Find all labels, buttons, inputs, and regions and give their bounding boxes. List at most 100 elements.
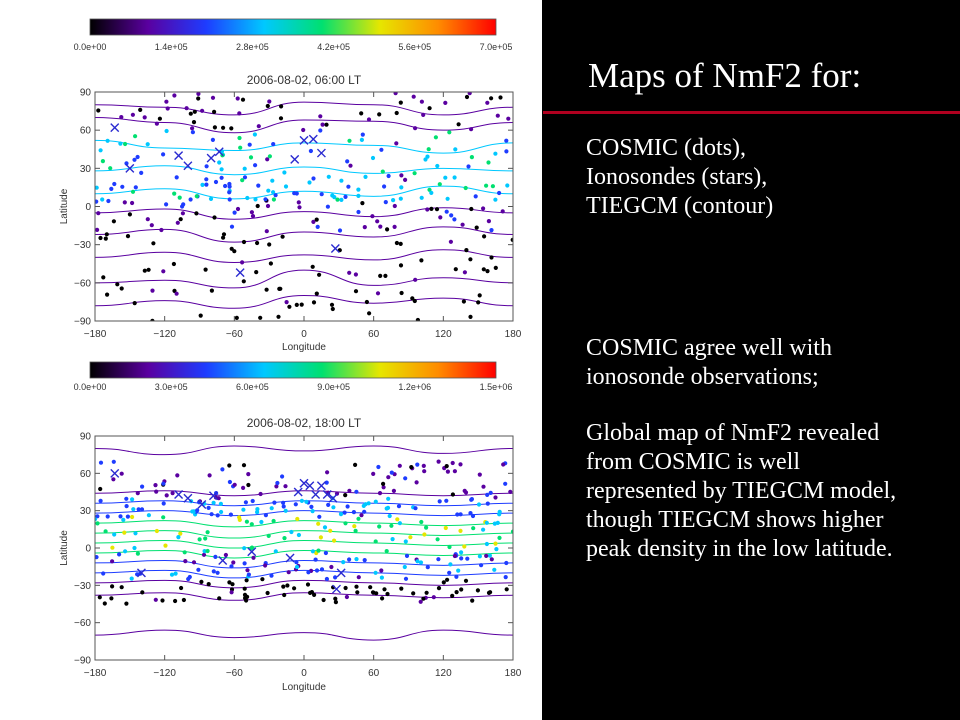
tiegcm-contour bbox=[95, 629, 513, 641]
ionosonde-star bbox=[247, 547, 257, 557]
cosmic-dot bbox=[130, 189, 136, 194]
cosmic-dot bbox=[413, 126, 418, 131]
cosmic-dot bbox=[322, 525, 328, 530]
cosmic-dot bbox=[385, 227, 390, 232]
cosmic-dot bbox=[398, 241, 403, 246]
cosmic-dot bbox=[229, 126, 234, 131]
cosmic-dot bbox=[399, 586, 404, 591]
cosmic-dot bbox=[241, 463, 247, 468]
cosmic-dot bbox=[321, 597, 326, 603]
cosmic-dot bbox=[249, 522, 254, 527]
cosmic-dot bbox=[450, 492, 455, 497]
cosmic-dot bbox=[391, 488, 396, 493]
cosmic-dot bbox=[132, 301, 137, 306]
cosmic-dot bbox=[445, 577, 450, 582]
cosmic-dot bbox=[437, 499, 442, 504]
cosmic-dot bbox=[95, 514, 100, 519]
cosmic-dot bbox=[402, 564, 407, 570]
cosmic-dot bbox=[328, 528, 333, 533]
cosmic-dot bbox=[485, 501, 490, 506]
cosmic-dot bbox=[145, 142, 150, 147]
cosmic-dot bbox=[205, 530, 210, 535]
tiegcm-contour bbox=[95, 445, 513, 456]
cosmic-dot bbox=[297, 205, 302, 210]
cosmic-dot bbox=[356, 575, 361, 580]
cosmic-dot bbox=[164, 128, 169, 134]
cosmic-dot bbox=[123, 549, 128, 554]
colorbar-1 bbox=[89, 18, 497, 36]
cosmic-dot bbox=[431, 595, 436, 600]
cosmic-dot bbox=[359, 111, 364, 116]
cosmic-dot bbox=[98, 235, 103, 241]
cosmic-dot bbox=[353, 528, 358, 534]
cosmic-dot bbox=[230, 582, 235, 587]
tiegcm-contour bbox=[95, 500, 513, 507]
cosmic-dot bbox=[105, 138, 110, 143]
ionosonde-star bbox=[125, 163, 135, 173]
cosmic-dot bbox=[320, 122, 325, 127]
cosmic-dot bbox=[240, 178, 245, 183]
cosmic-dot bbox=[378, 224, 383, 229]
cosmic-dot bbox=[323, 550, 328, 556]
cosmic-dot bbox=[470, 513, 476, 519]
cosmic-dot bbox=[461, 299, 466, 304]
cosmic-dot bbox=[130, 200, 135, 206]
cosmic-dot bbox=[273, 549, 278, 554]
cosmic-dot bbox=[360, 201, 365, 206]
cosmic-dot bbox=[171, 261, 176, 267]
cosmic-dot bbox=[348, 163, 353, 168]
cosmic-dot bbox=[281, 504, 286, 509]
cosmic-dot bbox=[256, 124, 261, 129]
cosmic-dot bbox=[409, 465, 414, 470]
cosmic-dot bbox=[481, 206, 486, 211]
cosmic-dot bbox=[205, 548, 210, 554]
cosmic-dot bbox=[154, 528, 159, 534]
cosmic-dot bbox=[256, 183, 261, 188]
cosmic-dot bbox=[200, 182, 205, 187]
cosmic-dot bbox=[275, 480, 280, 486]
cosmic-dot bbox=[313, 557, 318, 562]
cosmic-dot bbox=[112, 532, 117, 537]
cosmic-dot bbox=[150, 288, 155, 293]
cosmic-dot bbox=[468, 510, 473, 516]
cosmic-dot bbox=[370, 214, 375, 219]
slide-title: Maps of NmF2 for: bbox=[588, 56, 862, 95]
cosmic-dot bbox=[246, 572, 251, 577]
cosmic-dot bbox=[208, 196, 214, 201]
cosmic-dot bbox=[477, 472, 482, 477]
cosmic-dot bbox=[191, 560, 197, 565]
cosmic-dot bbox=[510, 237, 513, 242]
cosmic-dot bbox=[503, 575, 508, 580]
cosmic-dot bbox=[415, 462, 420, 467]
cosmic-dot bbox=[450, 460, 455, 466]
colorbar-tick-label: 1.2e+06 bbox=[398, 382, 431, 392]
cosmic-dot bbox=[393, 92, 398, 96]
cosmic-dot bbox=[413, 277, 418, 282]
cosmic-dot bbox=[319, 192, 324, 197]
figure-panel bbox=[0, 0, 542, 720]
cosmic-dot bbox=[227, 479, 232, 485]
cosmic-dot bbox=[178, 531, 183, 536]
cosmic-dot bbox=[415, 317, 420, 321]
ionosonde-star-stroke bbox=[174, 151, 184, 161]
ionosonde-star bbox=[285, 553, 295, 563]
cosmic-dot bbox=[142, 268, 147, 273]
cosmic-dot bbox=[335, 197, 340, 202]
cosmic-dot bbox=[95, 517, 98, 522]
cosmic-dot bbox=[456, 122, 461, 127]
cosmic-dot bbox=[175, 220, 180, 225]
cosmic-dot bbox=[110, 584, 115, 589]
cosmic-dot bbox=[311, 300, 317, 305]
cosmic-dot bbox=[221, 232, 227, 237]
cosmic-dot bbox=[209, 288, 214, 293]
cosmic-dot bbox=[500, 209, 505, 214]
cosmic-dot bbox=[235, 206, 241, 212]
x-tick-label: −60 bbox=[226, 329, 243, 340]
cosmic-dot bbox=[173, 598, 178, 604]
cosmic-dot bbox=[234, 315, 239, 320]
cosmic-dot bbox=[464, 94, 470, 100]
cosmic-dot bbox=[271, 197, 276, 202]
cosmic-dot bbox=[481, 267, 486, 272]
cosmic-dot bbox=[299, 302, 304, 307]
cosmic-dot bbox=[452, 217, 457, 222]
